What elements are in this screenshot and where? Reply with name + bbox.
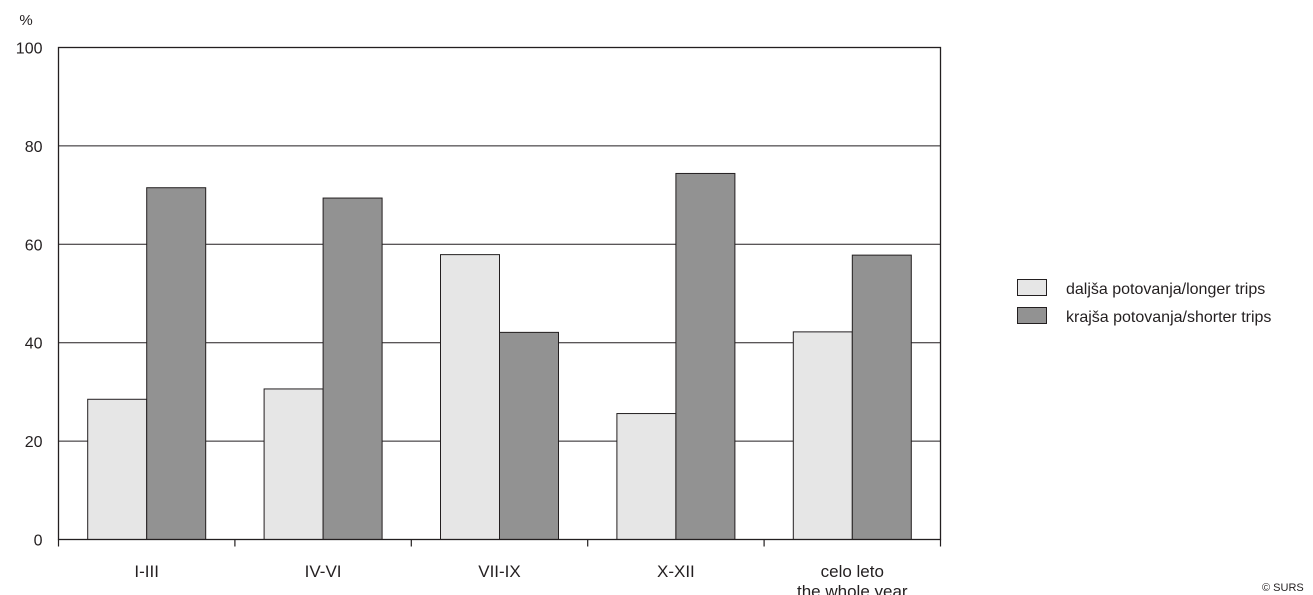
y-tick-label: 40 bbox=[25, 336, 43, 353]
legend-swatch bbox=[1017, 307, 1047, 324]
y-tick-label: 80 bbox=[25, 139, 43, 156]
copyright-label: © SURS bbox=[1262, 582, 1304, 594]
bar-shorter bbox=[851, 254, 912, 540]
x-category-label: IV-VI bbox=[305, 562, 342, 581]
x-category-label: celo leto bbox=[821, 562, 884, 581]
y-tick-label: 100 bbox=[16, 41, 43, 58]
y-axis: 0 20 40 60 80 100 bbox=[16, 41, 43, 550]
plot-frame bbox=[57, 46, 942, 541]
bar-longer bbox=[263, 388, 324, 540]
bar-shorter bbox=[322, 197, 383, 540]
bar-longer bbox=[792, 331, 853, 540]
legend-label: daljša potovanja/longer trips bbox=[1066, 281, 1265, 298]
bar-shorter bbox=[146, 187, 207, 540]
x-category-label: VII-IX bbox=[478, 562, 521, 581]
legend-swatch bbox=[1017, 279, 1047, 296]
bars bbox=[87, 172, 912, 541]
y-tick-label: 60 bbox=[25, 237, 43, 254]
bar-longer bbox=[87, 398, 148, 540]
y-tick-label: 20 bbox=[25, 434, 43, 451]
bar-longer bbox=[440, 254, 500, 541]
y-unit-label: % bbox=[19, 12, 32, 29]
y-tick-label: 0 bbox=[34, 533, 43, 550]
bar-shorter bbox=[499, 331, 559, 541]
x-category-label: the whole year bbox=[797, 582, 908, 595]
legend-label: krajša potovanja/shorter trips bbox=[1066, 309, 1271, 326]
x-category-label: X-XII bbox=[657, 562, 695, 581]
bar-longer bbox=[616, 413, 677, 541]
x-category-label: I-III bbox=[134, 562, 159, 581]
bar-shorter bbox=[675, 172, 736, 540]
legend: daljša potovanja/longer trips krajša poto… bbox=[1017, 279, 1271, 326]
